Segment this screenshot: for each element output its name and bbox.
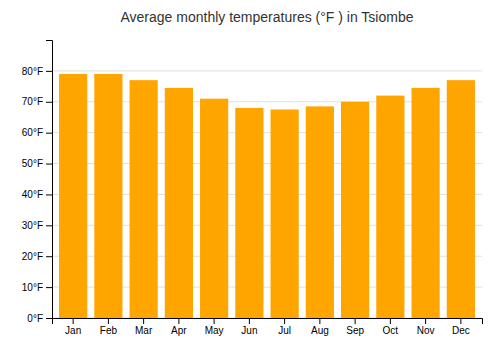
- x-tick-mark: [178, 318, 179, 324]
- x-tick: Feb: [100, 318, 118, 336]
- y-tick: 60°F: [22, 127, 52, 138]
- x-tick-mark: [390, 318, 391, 324]
- x-tick-label: Oct: [383, 325, 399, 336]
- chart: Average monthly temperatures (°F ) in Ts…: [0, 0, 500, 350]
- y-tick: 0°F: [27, 313, 52, 324]
- x-tick-label: Apr: [171, 325, 187, 336]
- x-axis-line: [53, 319, 483, 325]
- bar: [376, 96, 404, 318]
- y-tick-mark: [46, 102, 52, 103]
- y-axis-line: [46, 41, 53, 319]
- x-tick: May: [205, 318, 224, 336]
- bar: [165, 88, 193, 318]
- grid: [52, 71, 482, 318]
- x-tick: Jan: [65, 318, 81, 336]
- x-tick-label: Feb: [100, 325, 118, 336]
- x-tick-mark: [425, 318, 426, 324]
- y-tick-label: 40°F: [22, 189, 43, 200]
- y-tick: 20°F: [22, 251, 52, 262]
- x-tick-mark: [284, 318, 285, 324]
- bar: [59, 74, 87, 318]
- bar: [130, 80, 158, 318]
- y-tick-label: 60°F: [22, 127, 43, 138]
- y-tick-mark: [46, 225, 52, 226]
- x-tick-mark: [249, 318, 250, 324]
- bar: [447, 80, 475, 318]
- x-tick-mark: [460, 318, 461, 324]
- bar: [341, 102, 369, 318]
- x-tick: Mar: [135, 318, 153, 336]
- y-tick: 50°F: [22, 158, 52, 169]
- y-axis: 0°F 10°F 20°F 30°F 40°F 50°F 60°F 70°F 80°F: [22, 41, 53, 324]
- x-tick: Sep: [346, 318, 364, 336]
- x-tick-label: May: [205, 325, 224, 336]
- y-tick-mark: [46, 133, 52, 134]
- y-tick-label: 10°F: [22, 282, 43, 293]
- x-tick-mark: [108, 318, 109, 324]
- y-tick-label: 80°F: [22, 66, 43, 77]
- y-tick: 40°F: [22, 189, 52, 200]
- x-tick-label: Jul: [278, 325, 291, 336]
- y-tick-mark: [46, 318, 52, 319]
- bar: [200, 99, 228, 318]
- x-tick-mark: [319, 318, 320, 324]
- x-tick-label: Nov: [417, 325, 435, 336]
- x-tick: Apr: [171, 318, 187, 336]
- x-axis: Jan Feb Mar Apr May Jun Jul Aug Sep Oct Nov Dec: [53, 318, 483, 336]
- y-tick-mark: [46, 256, 52, 257]
- x-tick-mark: [73, 318, 74, 324]
- y-tick-mark: [46, 71, 52, 72]
- y-tick-label: 50°F: [22, 158, 43, 169]
- x-tick-label: Sep: [346, 325, 364, 336]
- y-tick-label: 70°F: [22, 96, 43, 107]
- x-tick-mark: [143, 318, 144, 324]
- x-tick-label: Dec: [452, 325, 470, 336]
- bar: [412, 88, 440, 318]
- y-tick: 30°F: [22, 220, 52, 231]
- bar: [271, 110, 299, 319]
- title: Average monthly temperatures (°F ) in Ts…: [121, 9, 414, 25]
- y-tick: 80°F: [22, 66, 52, 77]
- y-tick-mark: [46, 287, 52, 288]
- x-tick-mark: [214, 318, 215, 324]
- y-tick-label: 30°F: [22, 220, 43, 231]
- bar: [235, 108, 263, 318]
- y-tick-label: 20°F: [22, 251, 43, 262]
- grid-line: [52, 70, 482, 71]
- x-tick-label: Mar: [135, 325, 153, 336]
- y-tick: 70°F: [22, 96, 52, 107]
- bar: [94, 74, 122, 318]
- bar: [306, 106, 334, 318]
- y-tick-label: 0°F: [27, 313, 43, 324]
- bars: [59, 74, 475, 318]
- x-tick: Aug: [311, 318, 329, 336]
- x-tick-label: Jun: [241, 325, 257, 336]
- y-tick-mark: [46, 194, 52, 195]
- x-tick: Jul: [278, 318, 291, 336]
- x-tick: Oct: [383, 318, 399, 336]
- plot: Jan Feb Mar Apr May Jun Jul Aug Sep Oct Nov Dec 0°F 1…: [22, 41, 483, 337]
- x-tick: Jun: [241, 318, 257, 336]
- x-tick-label: Aug: [311, 325, 329, 336]
- y-tick-mark: [46, 164, 52, 165]
- x-tick-mark: [355, 318, 356, 324]
- x-tick: Nov: [417, 318, 435, 336]
- x-tick: Dec: [452, 318, 470, 336]
- y-tick: 10°F: [22, 282, 52, 293]
- x-tick-label: Jan: [65, 325, 81, 336]
